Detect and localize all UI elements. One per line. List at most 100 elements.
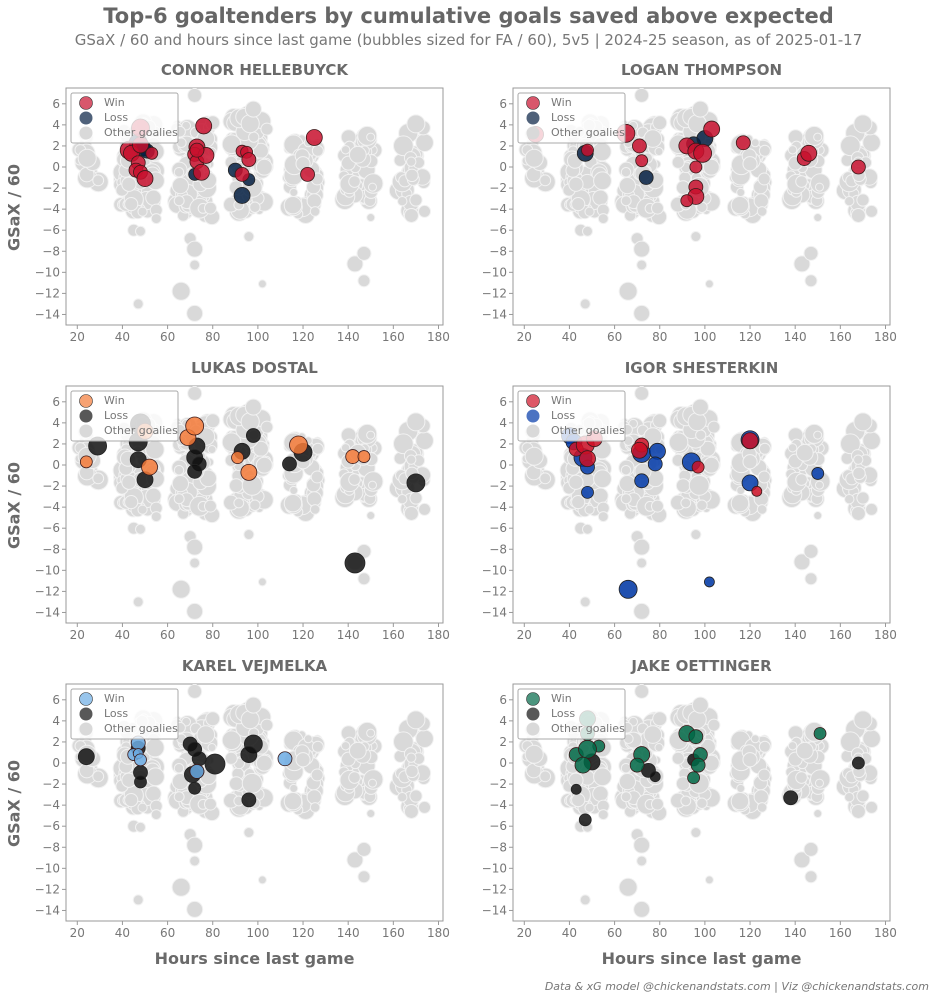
svg-text:−10: −10: [482, 861, 507, 875]
panel-5: 20 40 60 80 100 120 140 160 1806420−2−4−6−8−10−1…: [35, 683, 450, 940]
svg-text:−8: −8: [489, 840, 507, 854]
svg-text:Win: Win: [104, 96, 125, 109]
svg-text:180: 180: [427, 330, 450, 344]
svg-text:−8: −8: [489, 244, 507, 258]
win-point: [141, 458, 158, 476]
svg-text:Loss: Loss: [551, 111, 575, 124]
chart-subtitle: GSaX / 60 and hours since last game (bub…: [74, 31, 863, 49]
loss-point: [344, 552, 366, 574]
svg-text:160: 160: [829, 628, 852, 642]
win-point: [289, 435, 308, 455]
svg-text:2: 2: [499, 139, 507, 153]
svg-text:−8: −8: [489, 542, 507, 556]
win-point: [800, 144, 818, 162]
svg-text:120: 120: [739, 330, 762, 344]
loss-point: [647, 456, 663, 472]
loss-point: [649, 771, 661, 783]
svg-text:Loss: Loss: [551, 707, 575, 720]
loss-point: [77, 748, 95, 766]
svg-text:140: 140: [337, 330, 360, 344]
svg-text:−12: −12: [35, 584, 60, 598]
svg-text:−4: −4: [489, 202, 507, 216]
svg-text:−8: −8: [42, 542, 60, 556]
svg-text:100: 100: [693, 926, 716, 940]
panel-3: 20 40 60 80 100 120 140 160 1806420−2−4−6−8−10−1…: [35, 385, 450, 642]
svg-text:60: 60: [160, 628, 175, 642]
svg-text:120: 120: [292, 926, 315, 940]
svg-text:−4: −4: [42, 798, 60, 812]
x-axis-label-right: Hours since last game: [601, 949, 802, 968]
svg-text:60: 60: [160, 330, 175, 344]
svg-text:0: 0: [499, 756, 507, 770]
loss-point: [578, 813, 592, 827]
legend: Win Loss Other goalies: [517, 92, 626, 144]
svg-text:6: 6: [52, 395, 60, 409]
svg-text:Other goalies: Other goalies: [104, 126, 178, 139]
svg-text:−10: −10: [35, 861, 60, 875]
svg-text:4: 4: [52, 416, 60, 430]
win-point: [578, 739, 597, 759]
svg-text:2: 2: [499, 437, 507, 451]
svg-text:−14: −14: [35, 605, 60, 619]
svg-text:Other goalies: Other goalies: [104, 424, 178, 437]
win-point: [741, 432, 759, 450]
svg-text:140: 140: [784, 926, 807, 940]
svg-text:Other goalies: Other goalies: [551, 126, 625, 139]
svg-text:20: 20: [517, 926, 532, 940]
loss-point: [188, 781, 202, 795]
panel-2: 20 40 60 80 100 120 140 160 1806420−2−4−6−8−10−1…: [482, 87, 897, 344]
svg-text:160: 160: [829, 330, 852, 344]
loss-point: [851, 756, 865, 770]
win-point: [687, 771, 700, 785]
svg-text:Win: Win: [104, 394, 125, 407]
svg-text:−10: −10: [482, 265, 507, 279]
svg-text:−6: −6: [489, 521, 507, 535]
loss-point: [134, 775, 147, 789]
svg-text:0: 0: [52, 458, 60, 472]
win-point: [277, 751, 293, 767]
svg-text:Other goalies: Other goalies: [104, 722, 178, 735]
win-point: [735, 135, 751, 151]
svg-text:0: 0: [499, 458, 507, 472]
svg-text:20: 20: [70, 330, 85, 344]
svg-text:2: 2: [52, 139, 60, 153]
svg-text:4: 4: [499, 714, 507, 728]
loss-point: [187, 463, 203, 479]
svg-text:160: 160: [382, 330, 405, 344]
svg-text:Win: Win: [551, 96, 572, 109]
loss-point: [233, 187, 251, 204]
svg-text:180: 180: [874, 926, 897, 940]
svg-text:−8: −8: [42, 840, 60, 854]
svg-text:Loss: Loss: [104, 111, 128, 124]
svg-text:4: 4: [499, 118, 507, 132]
svg-text:20: 20: [517, 330, 532, 344]
svg-text:40: 40: [115, 628, 130, 642]
svg-text:120: 120: [292, 330, 315, 344]
panel-title-6: JAKE OETTINGER: [631, 657, 772, 675]
svg-text:−4: −4: [489, 798, 507, 812]
svg-text:Win: Win: [551, 692, 572, 705]
svg-text:Loss: Loss: [104, 409, 128, 422]
win-point: [689, 160, 703, 174]
svg-text:60: 60: [607, 330, 622, 344]
loss-point: [241, 792, 257, 808]
svg-text:−14: −14: [482, 307, 507, 321]
svg-text:140: 140: [337, 926, 360, 940]
svg-text:80: 80: [205, 330, 220, 344]
svg-text:0: 0: [52, 756, 60, 770]
svg-text:6: 6: [499, 395, 507, 409]
panel-title-5: KAREL VEJMELKA: [181, 657, 328, 675]
svg-text:−6: −6: [489, 819, 507, 833]
svg-text:−12: −12: [482, 882, 507, 896]
svg-text:−14: −14: [35, 307, 60, 321]
svg-text:100: 100: [246, 926, 269, 940]
win-point: [189, 764, 205, 779]
legend: Win Loss Other goalies: [70, 390, 179, 442]
svg-text:100: 100: [693, 330, 716, 344]
svg-text:−6: −6: [42, 819, 60, 833]
svg-text:4: 4: [52, 118, 60, 132]
win-point: [134, 753, 147, 767]
win-point: [629, 757, 645, 773]
win-point: [635, 154, 649, 168]
win-point: [579, 450, 596, 468]
